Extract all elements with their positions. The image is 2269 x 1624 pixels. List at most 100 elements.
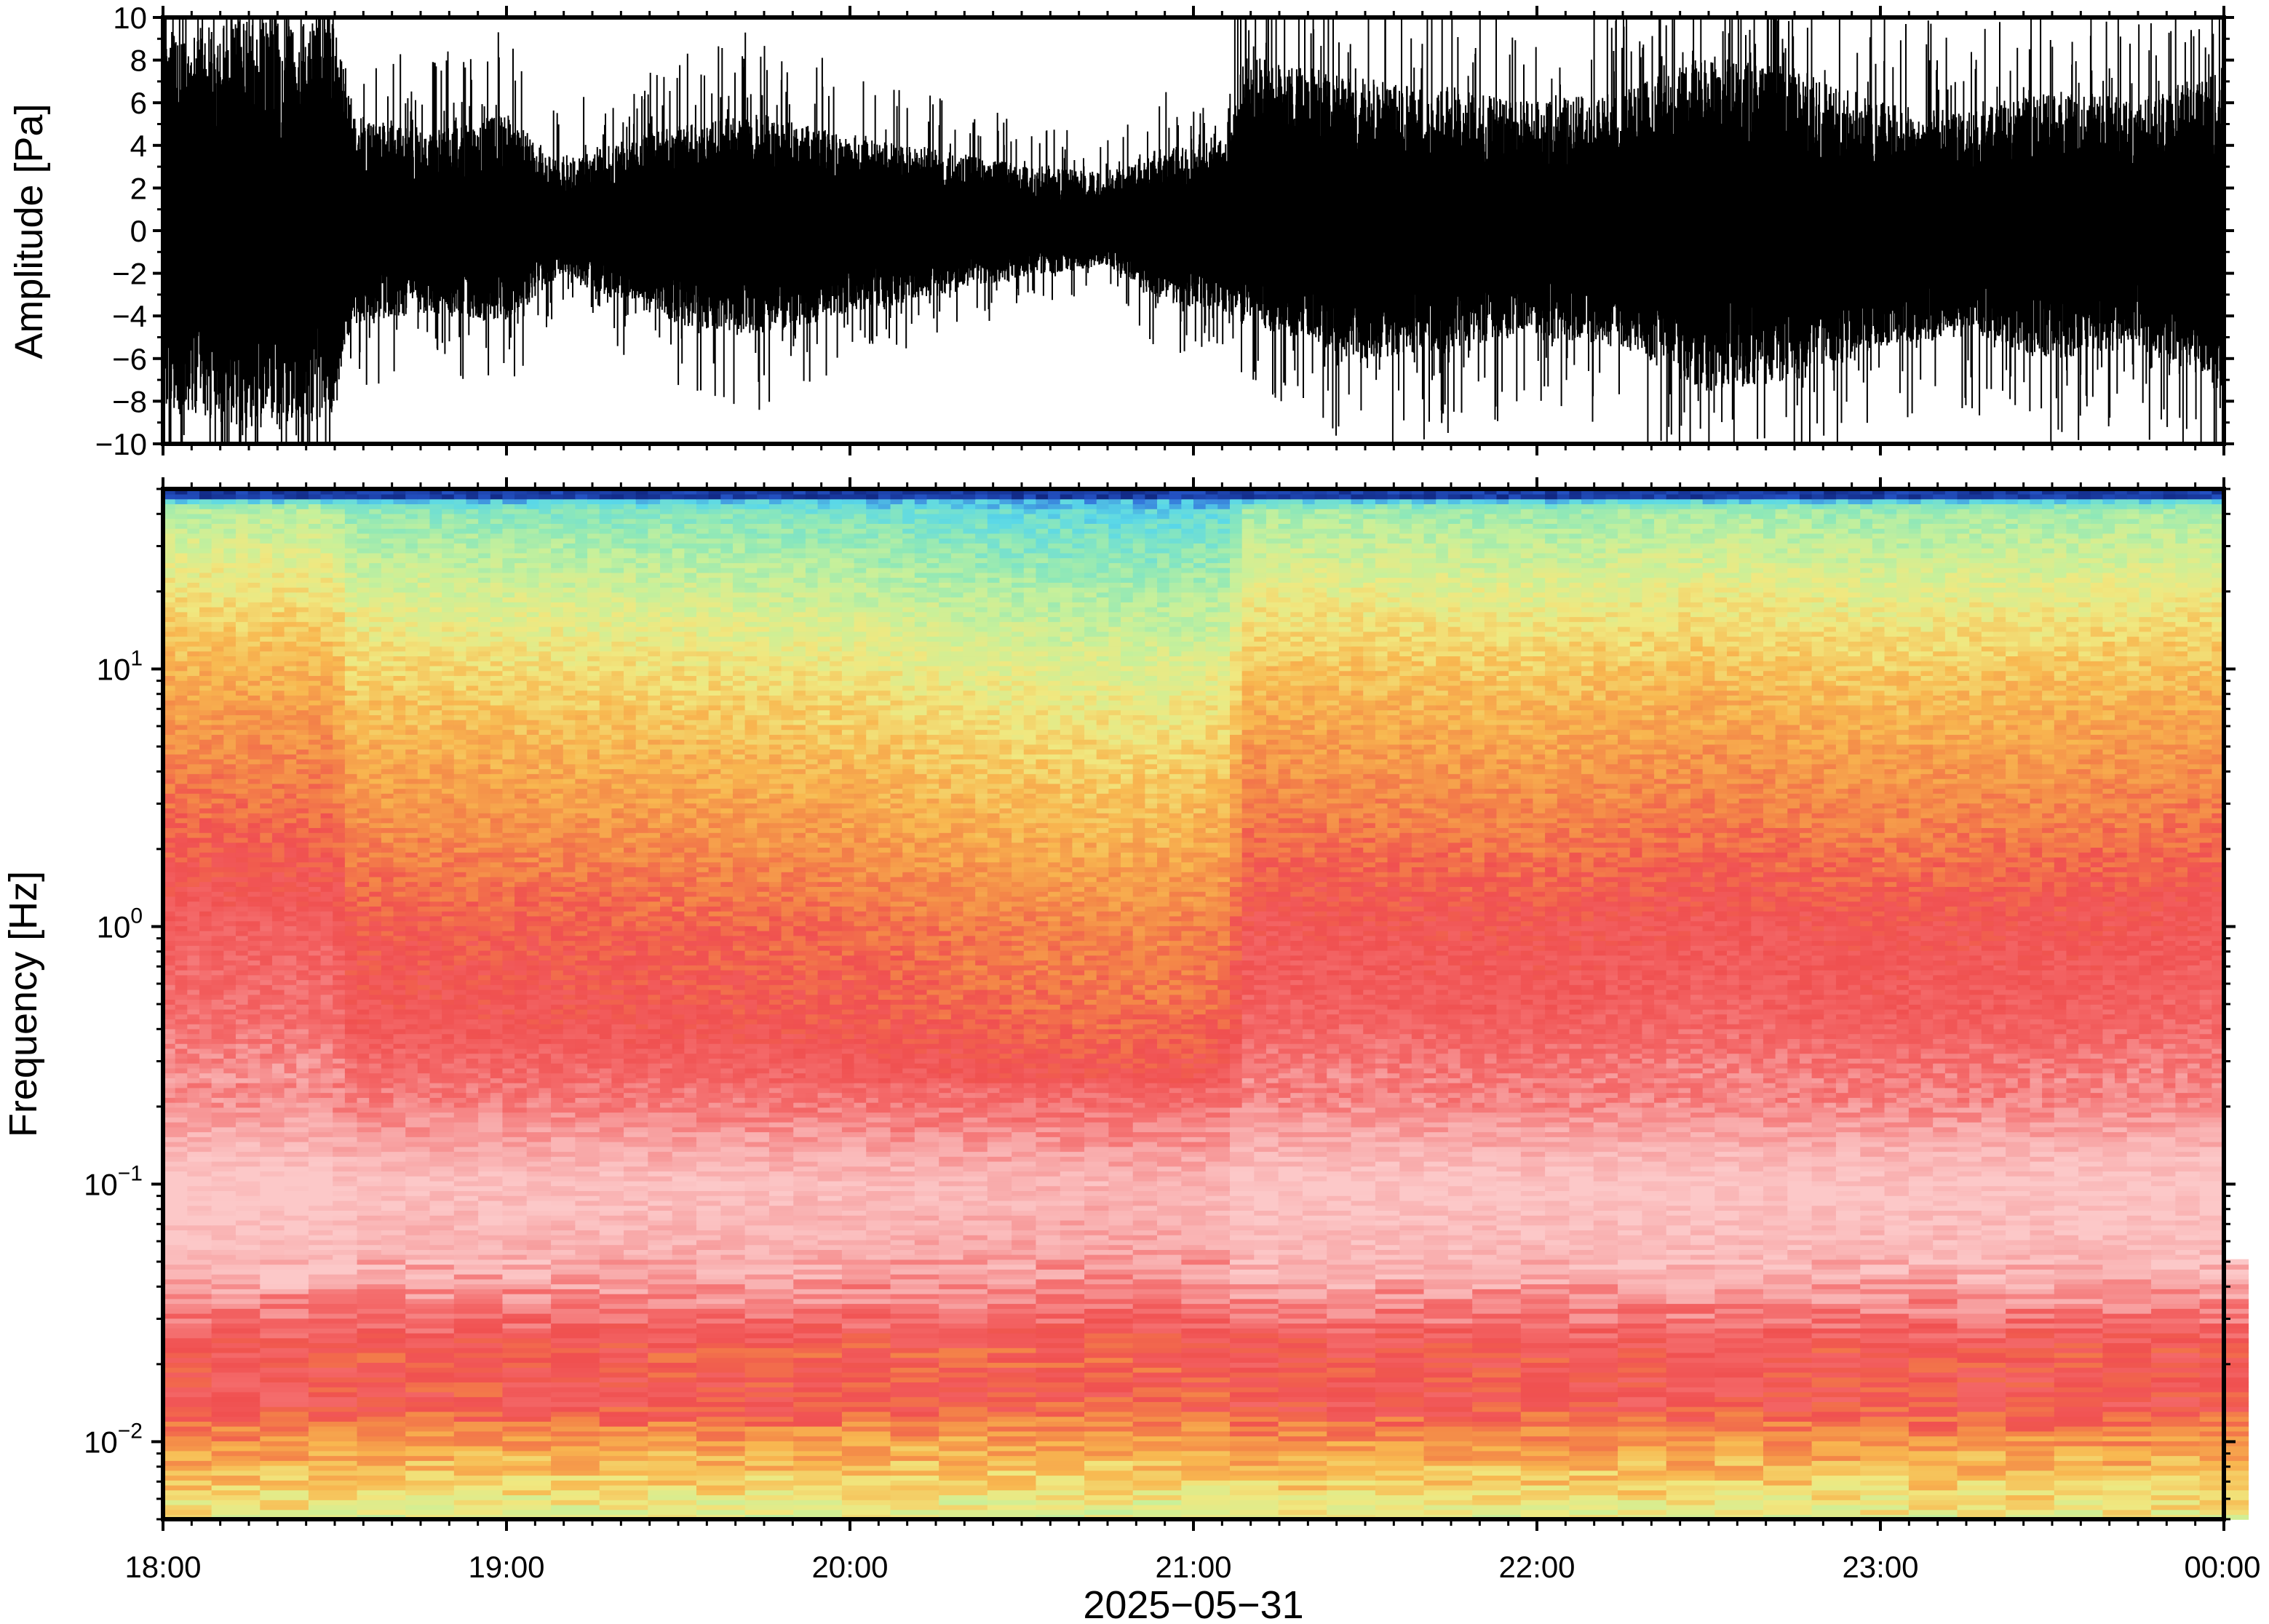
spectrogram-cell [1181, 1504, 1231, 1510]
spectrogram-cell [648, 1484, 697, 1491]
spectrogram-cell [2151, 1137, 2177, 1142]
spectrogram-cell [1714, 1161, 1740, 1167]
spectrogram-cell [2102, 1396, 2152, 1402]
spectrogram-cell [1811, 1273, 1861, 1280]
spectrogram-cell [599, 1494, 649, 1500]
spectrogram-cell [987, 1494, 1037, 1500]
spectrogram-cell [696, 1117, 722, 1123]
spectrogram-cell [768, 1219, 795, 1226]
spectrogram-cell [1036, 1200, 1061, 1206]
spectrogram-cell [841, 1313, 891, 1319]
spectrogram-cell [1666, 1489, 1716, 1496]
spectrogram-cell [841, 1293, 891, 1299]
spectrogram-cell [1860, 1411, 1910, 1417]
spectrogram-cell [1981, 1146, 2006, 1153]
spectrogram-cell [260, 1425, 309, 1432]
spectrogram-cell [648, 1214, 673, 1221]
spectrogram-cell [1132, 1386, 1183, 1393]
spectrogram-cell [1690, 1166, 1716, 1172]
spectrogram-cell [1423, 1509, 1473, 1516]
spectrogram-cell [1472, 1337, 1522, 1344]
spectrogram-cell [987, 1225, 1012, 1230]
spectrogram-cell [744, 1254, 770, 1260]
spectrogram-cell [187, 1176, 212, 1182]
spectrogram-cell [453, 1137, 479, 1142]
spectrogram-cell [2102, 1137, 2128, 1142]
spectrogram-cell [2151, 1484, 2201, 1491]
waveform-y-tick-label: −4 [112, 299, 147, 333]
spectrogram-cell [1060, 1214, 1085, 1221]
spectrogram-cell [1763, 1126, 1789, 1133]
spectrogram-cell [211, 1278, 261, 1285]
spectrogram-cell [1714, 1504, 1764, 1510]
spectrogram-cell [1132, 1234, 1158, 1241]
spectrogram-cell [502, 1484, 552, 1491]
spectrogram-cell [987, 1166, 1012, 1172]
spectrogram-cell [841, 1195, 867, 1201]
spectrogram-cell [1763, 1230, 1789, 1235]
spectrogram-cell [744, 1484, 795, 1491]
spectrogram-cell [2151, 1328, 2201, 1334]
spectrogram-cell [1084, 1366, 1134, 1373]
spectrogram-cell [1957, 1137, 1982, 1142]
spectrogram-cell [2006, 1332, 2055, 1339]
spectrogram-cell [211, 1411, 261, 1417]
spectrogram-cell [1084, 1293, 1134, 1299]
spectrogram-cell [648, 1480, 697, 1486]
spectrogram-cell [599, 1259, 649, 1265]
spectrogram-cell [405, 1214, 431, 1221]
spectrogram-cell [453, 1509, 504, 1516]
spectrogram-cell [2054, 1475, 2104, 1481]
spectrogram-cell [1520, 1504, 1570, 1510]
spectrogram-cell [333, 1112, 358, 1118]
spectrogram-cell [1132, 1259, 1183, 1265]
spectrogram-cell [1036, 1161, 1061, 1167]
spectrogram-cell [1229, 1411, 1279, 1417]
spectrogram-cell [1569, 1308, 1618, 1314]
spectrogram-cell [2054, 1500, 2104, 1505]
spectrogram-cell [1957, 1425, 2006, 1432]
spectrogram-cell [1327, 1239, 1352, 1246]
spectrogram-cell [308, 1366, 358, 1373]
spectrogram-cell [211, 1190, 237, 1196]
spectrogram-cell [1496, 1131, 1522, 1137]
spectrogram-cell [1738, 1200, 1764, 1206]
spectrogram-cell [2102, 1425, 2152, 1432]
spectrogram-cell [2199, 1214, 2225, 1221]
spectrogram-cell [2126, 1244, 2152, 1250]
spectrogram-cell [1327, 1190, 1352, 1196]
spectrogram-cell [453, 1176, 479, 1182]
spectrogram-cell [1157, 1112, 1183, 1118]
spectrogram-cell [1763, 1190, 1789, 1196]
spectrogram-cell [624, 1200, 649, 1206]
spectrogram-cell [987, 1313, 1037, 1319]
spectrogram-cell [1618, 1416, 1667, 1422]
spectrogram-cell [1181, 1382, 1231, 1388]
spectrogram-cell [1084, 1117, 1110, 1123]
spectrogram-cell [260, 1489, 309, 1496]
spectrogram-cell [1787, 1126, 1813, 1133]
spectrogram-cell [648, 1357, 697, 1364]
spectrogram-cell [235, 1180, 261, 1187]
spectrogram-cell [211, 1200, 237, 1206]
spectrogram-cell [357, 1480, 406, 1486]
spectrogram-cell [648, 1430, 697, 1437]
spectrogram-cell [1036, 1441, 1085, 1446]
spectrogram-cell [866, 1195, 891, 1201]
spectrogram-cell [429, 1185, 455, 1192]
spectrogram-cell [1012, 1219, 1037, 1226]
spectrogram-cell [1690, 1146, 1716, 1153]
spectrogram-cell [1787, 1195, 1813, 1201]
spectrogram-cell [963, 1112, 988, 1118]
spectrogram-cell [1327, 1377, 1376, 1382]
spectrogram-cell [696, 1450, 746, 1457]
spectrogram-cell [1860, 1269, 1910, 1275]
spectrogram-cell [599, 1112, 624, 1118]
spectrogram-cell [1181, 1352, 1231, 1358]
spectrogram-cell [599, 1500, 649, 1505]
spectrogram-cell [1181, 1146, 1207, 1153]
spectrogram-cell [2126, 1200, 2152, 1206]
spectrogram-cell [793, 1185, 819, 1192]
spectrogram-cell [1520, 1386, 1570, 1393]
